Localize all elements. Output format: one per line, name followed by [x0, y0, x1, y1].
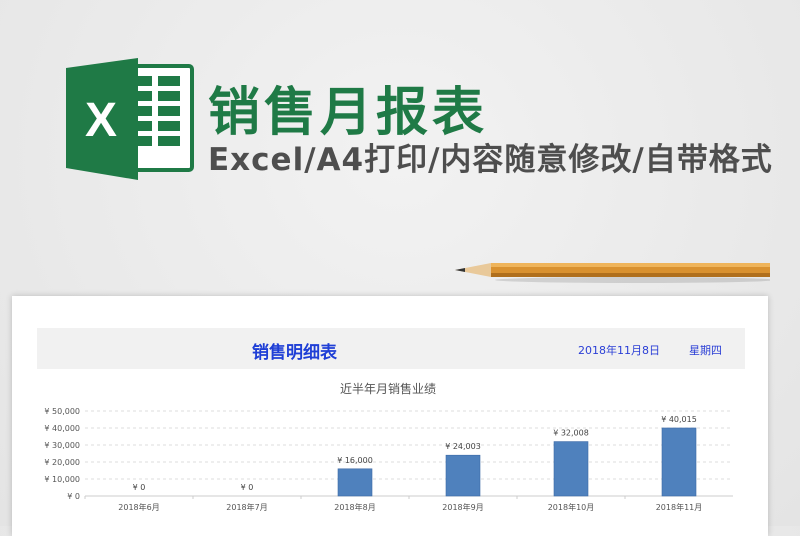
bar [445, 454, 481, 497]
data-label: ¥ 24,003 [445, 442, 481, 451]
sheet-title: 销售明细表 [252, 343, 337, 363]
x-tick-label: 2018年9月 [442, 502, 483, 512]
y-tick-label: ¥ 40,000 [44, 424, 80, 433]
chart-title: 近半年月销售业绩 [340, 381, 436, 396]
logo-letter: X [85, 94, 117, 147]
y-tick-label: ¥ 0 [67, 492, 80, 501]
x-tick-label: 2018年10月 [548, 502, 595, 512]
sheet-header-band: 销售明细表 2018年11月8日 星期四 [37, 328, 745, 369]
sheet-weekday: 星期四 [689, 344, 722, 357]
x-tick-label: 2018年8月 [334, 502, 375, 512]
excel-logo: X [66, 58, 194, 180]
data-label: ¥ 16,000 [337, 456, 373, 465]
sales-bar-chart: 近半年月销售业绩 ¥ 0 ¥ 10,000 ¥ 20,000 ¥ 30,000 ¥ 40… [44, 381, 733, 512]
data-label: ¥ 40,015 [661, 415, 697, 424]
y-tick-label: ¥ 30,000 [44, 441, 80, 450]
y-tick-label: ¥ 20,000 [44, 458, 80, 467]
x-tick-label: 2018年7月 [226, 502, 267, 512]
y-tick-label: ¥ 50,000 [44, 407, 80, 416]
data-label: ¥ 32,008 [553, 429, 589, 438]
y-tick-label: ¥ 10,000 [44, 475, 80, 484]
sheet-date: 2018年11月8日 [578, 344, 660, 357]
page-title: 销售月报表 [208, 83, 489, 143]
pencil-image [455, 263, 770, 283]
spreadsheet-preview: 销售明细表 2018年11月8日 星期四 近半年月销售业绩 ¥ 0 ¥ 10,00… [12, 296, 768, 536]
page-subtitle: Excel/A4打印/内容随意修改/自带格式 [208, 142, 773, 178]
x-tick-label: 2018年11月 [656, 502, 703, 512]
bar [337, 468, 373, 497]
x-tick-label: 2018年6月 [118, 502, 159, 512]
data-label: ¥ 0 [133, 483, 146, 492]
bar [661, 427, 697, 497]
data-label: ¥ 0 [241, 483, 254, 492]
bar [553, 441, 589, 497]
